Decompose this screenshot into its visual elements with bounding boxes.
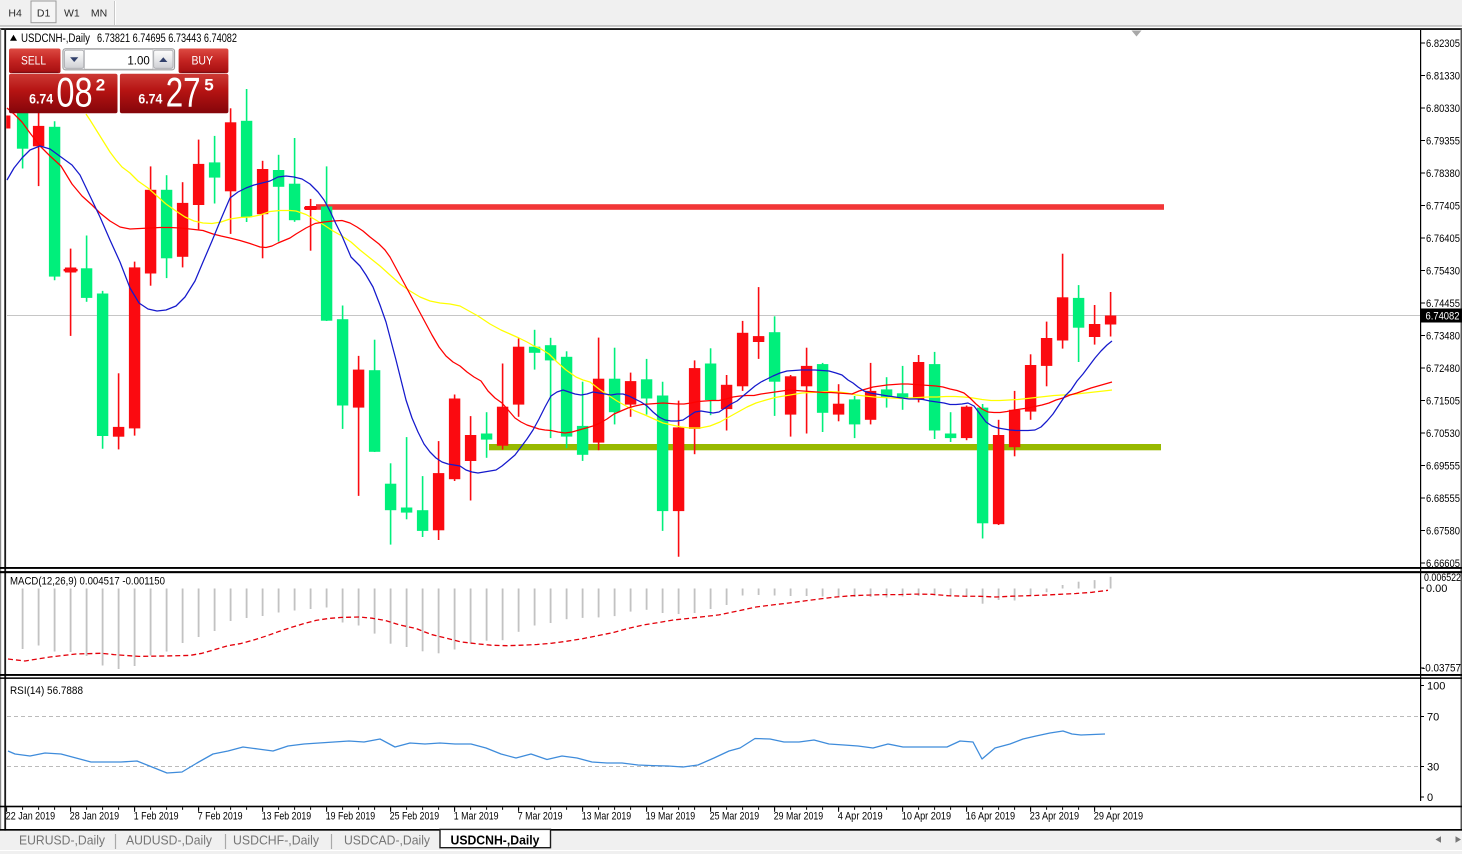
svg-text:6.78380: 6.78380 [1426,168,1460,180]
svg-text:BUY: BUY [191,53,213,67]
svg-text:7 Feb 2019: 7 Feb 2019 [198,811,243,823]
svg-text:22 Jan 2019: 22 Jan 2019 [6,811,55,823]
svg-text:23 Apr 2019: 23 Apr 2019 [1030,811,1079,823]
svg-text:6.82305: 6.82305 [1426,38,1460,50]
svg-text:6.73480: 6.73480 [1426,331,1460,343]
svg-text:6.80330: 6.80330 [1426,103,1460,115]
svg-text:1 Feb 2019: 1 Feb 2019 [134,811,179,823]
svg-text:MACD(12,26,9) 0.004517 -0.0011: MACD(12,26,9) 0.004517 -0.001150 [10,576,165,588]
svg-text:AUDUSD-,Daily: AUDUSD-,Daily [126,834,213,848]
svg-text:13 Mar 2019: 13 Mar 2019 [582,811,631,823]
svg-text:6.79355: 6.79355 [1426,136,1460,148]
svg-text:0.00: 0.00 [1426,583,1447,595]
svg-text:6.74: 6.74 [138,91,162,107]
svg-text:08: 08 [56,69,92,116]
svg-text:6.77405: 6.77405 [1426,201,1460,213]
svg-text:6.67580: 6.67580 [1426,526,1460,538]
svg-text:6.71505: 6.71505 [1426,396,1460,408]
svg-text:19 Feb 2019: 19 Feb 2019 [326,811,375,823]
svg-text:4 Apr 2019: 4 Apr 2019 [838,811,883,823]
svg-text:19 Mar 2019: 19 Mar 2019 [646,811,695,823]
svg-text:USDCNH-,Daily: USDCNH-,Daily [21,33,90,45]
svg-text:2: 2 [96,76,105,95]
svg-text:6.74455: 6.74455 [1426,298,1460,310]
svg-text:6.74: 6.74 [29,91,53,107]
svg-text:D1: D1 [37,8,51,20]
svg-text:29 Mar 2019: 29 Mar 2019 [774,811,823,823]
svg-text:6.81330: 6.81330 [1426,71,1460,83]
svg-text:-0.03757: -0.03757 [1422,663,1461,675]
svg-text:0: 0 [1427,792,1433,804]
svg-text:SELL: SELL [21,53,46,67]
svg-text:6.72480: 6.72480 [1426,363,1460,375]
svg-text:70: 70 [1427,712,1439,724]
svg-text:10 Apr 2019: 10 Apr 2019 [902,811,951,823]
svg-text:6.69555: 6.69555 [1426,461,1460,473]
svg-text:28 Jan 2019: 28 Jan 2019 [70,811,119,823]
svg-text:6.70530: 6.70530 [1426,428,1460,440]
svg-text:27: 27 [166,69,201,116]
svg-text:7 Mar 2019: 7 Mar 2019 [518,811,563,823]
svg-text:29 Apr 2019: 29 Apr 2019 [1094,811,1143,823]
svg-text:5: 5 [204,76,213,95]
svg-text:H4: H4 [8,8,22,20]
svg-text:25 Feb 2019: 25 Feb 2019 [390,811,439,823]
svg-text:W1: W1 [64,8,80,20]
svg-text:RSI(14) 56.7888: RSI(14) 56.7888 [10,685,83,697]
svg-text:13 Feb 2019: 13 Feb 2019 [262,811,311,823]
svg-text:USDCNH-,Daily: USDCNH-,Daily [451,834,540,848]
svg-text:EURUSD-,Daily: EURUSD-,Daily [19,834,106,848]
svg-text:6.75430: 6.75430 [1426,266,1460,278]
svg-text:16 Apr 2019: 16 Apr 2019 [966,811,1015,823]
svg-text:1 Mar 2019: 1 Mar 2019 [454,811,499,823]
svg-text:25 Mar 2019: 25 Mar 2019 [710,811,759,823]
svg-text:USDCHF-,Daily: USDCHF-,Daily [233,834,320,848]
svg-text:1.00: 1.00 [127,55,149,67]
svg-text:6.66605: 6.66605 [1426,558,1460,570]
svg-text:30: 30 [1427,762,1439,774]
svg-text:100: 100 [1427,681,1445,693]
svg-text:MN: MN [91,8,107,20]
svg-text:6.74082: 6.74082 [1426,311,1460,323]
svg-text:USDCAD-,Daily: USDCAD-,Daily [344,834,431,848]
svg-text:6.76405: 6.76405 [1426,233,1460,245]
svg-text:6.68555: 6.68555 [1426,493,1460,505]
svg-text:6.73821 6.74695 6.73443 6.7408: 6.73821 6.74695 6.73443 6.74082 [97,33,237,45]
svg-text:0.006522: 0.006522 [1424,572,1461,584]
